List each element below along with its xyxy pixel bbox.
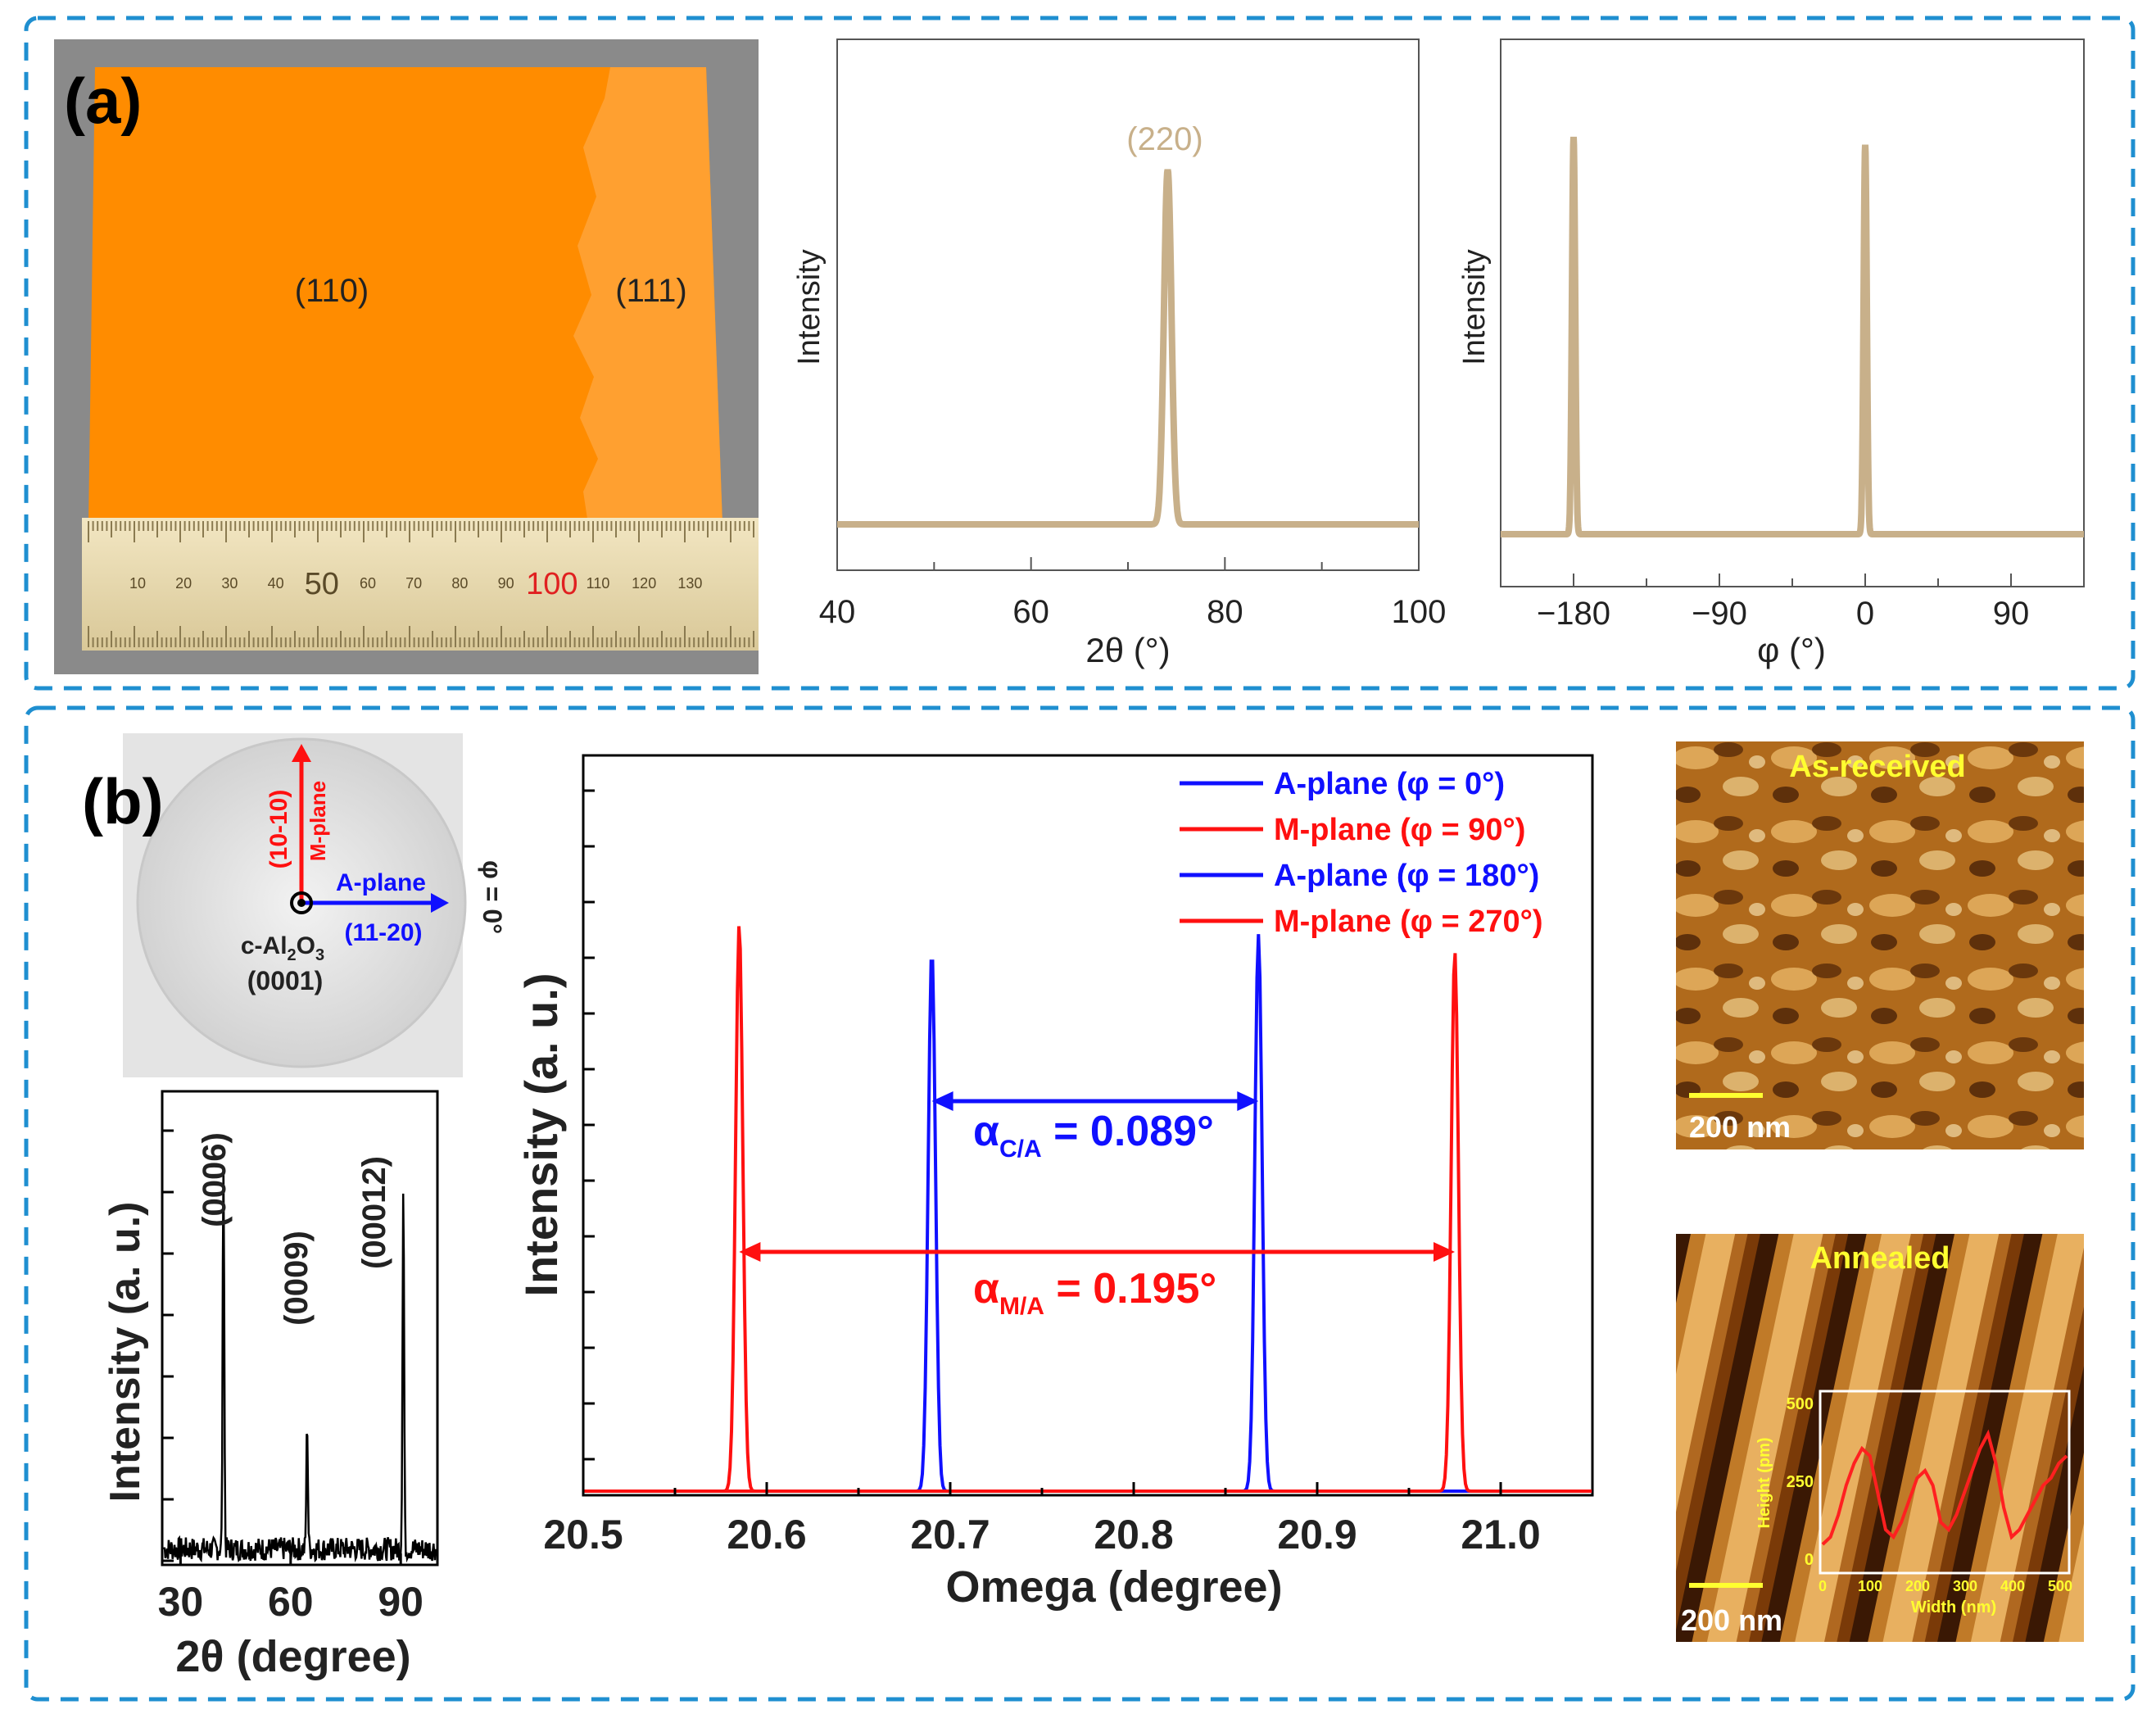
c4-legend-label: A-plane (φ = 180°) — [1274, 859, 1539, 893]
c1-tick-label: 100 — [1392, 594, 1447, 630]
c1-peak-label: (220) — [1126, 121, 1203, 157]
c3-tick-label: 30 — [158, 1579, 204, 1625]
panel-a-label: (a) — [64, 65, 142, 137]
c3-peak-label: (0009) — [279, 1231, 315, 1326]
afm-inset-xtick: 500 — [2048, 1578, 2072, 1594]
c2-ylabel: Intensity — [1457, 249, 1492, 365]
afm-height-profile — [1821, 1429, 2068, 1546]
afm-inset-xtick: 200 — [1905, 1578, 1930, 1594]
afm-inset-xtick: 400 — [2000, 1578, 2025, 1594]
c2-tick-label: −90 — [1692, 596, 1747, 632]
ruler-label: 60 — [360, 575, 376, 592]
afm-annealed: Annealed 500 250 00 100 200 300 400 500 Height … — [1676, 1234, 2084, 1642]
ruler-label: 90 — [498, 575, 514, 592]
panel-b-frame — [24, 705, 2136, 1702]
c4-span-arrow — [739, 1242, 761, 1262]
xrd-2theta-chart: 40 60 80 100 (220) Intensity 2θ (°) — [792, 39, 1446, 669]
c1-tick-label: 40 — [819, 594, 856, 630]
afm-bot-scale: 200 nm — [1681, 1603, 1782, 1637]
c4-span-arrow — [1237, 1091, 1259, 1111]
m-plane-name: M-plane — [306, 781, 330, 861]
c3-series-line — [163, 1167, 437, 1563]
region-111-label: (111) — [615, 273, 686, 309]
substrate-orientation: (0001) — [247, 966, 324, 995]
substrate-name: c-Al2O3 — [241, 932, 324, 964]
ruler-label: 10 — [129, 575, 146, 592]
c4-span-arrow — [931, 1091, 953, 1111]
c4-tick-label: 20.9 — [1277, 1512, 1357, 1558]
c4-legend-label: M-plane (φ = 90°) — [1274, 813, 1525, 847]
panel-a-frame — [24, 16, 2136, 691]
m-plane-miller: (10-10) — [265, 790, 292, 869]
c4-alpha-ma-label: αM/A = 0.195° — [973, 1265, 1216, 1320]
c4-legend-label: M-plane (φ = 270°) — [1274, 905, 1543, 939]
sapphire-xrd-chart: 30 60 90 (0006) (0009) (00012) Intensity (a. … — [102, 1090, 439, 1681]
afm-bot-title: Annealed — [1810, 1241, 1950, 1276]
afm-as-received: As-received 200 nm — [1676, 741, 2084, 1149]
c2-tick-label: 0 — [1856, 596, 1874, 632]
ruler-label: 20 — [175, 575, 192, 592]
afm-inset-ytick: 500 — [1787, 1395, 1814, 1413]
region-110-label: (110) — [295, 273, 369, 309]
ruler-label: 110 — [587, 575, 610, 592]
c4-ylabel: Intensity (a. u.) — [515, 973, 567, 1296]
c3-tick-label: 90 — [378, 1579, 424, 1625]
c2-series-line — [1501, 136, 2084, 537]
c2-tick-label: −180 — [1537, 596, 1610, 632]
c1-tick-label: 60 — [1012, 594, 1049, 630]
ruler-label: 120 — [632, 575, 656, 592]
afm-inset-ytick: 0 — [1805, 1551, 1814, 1569]
afm-inset-xtick: 0 — [1819, 1578, 1827, 1594]
omega-scan-chart: 20.5 20.6 20.7 20.8 20.9 21.0 A-plane (φ = 0°… — [515, 754, 1594, 1612]
ruler-label: 70 — [405, 575, 422, 592]
c4-tick-label: 20.8 — [1094, 1512, 1173, 1558]
afm-top-scale: 200 nm — [1689, 1110, 1791, 1144]
c4-legend-label: A-plane (φ = 0°) — [1274, 767, 1505, 801]
c2-xlabel: φ (°) — [1757, 631, 1826, 669]
c4-series-line — [583, 926, 1592, 1493]
c4-span-arrow — [1434, 1242, 1455, 1262]
c4-alpha-ca-label: αC/A = 0.089° — [973, 1108, 1214, 1163]
ruler-label: 30 — [221, 575, 238, 592]
wafer-photo: (10-10) M-plane A-plane (11-20) c-Al2O3 … — [123, 733, 507, 1077]
c4-tick-label: 20.5 — [543, 1512, 623, 1558]
c1-series-line — [837, 169, 1419, 528]
c2-tick-label: 90 — [1993, 596, 2030, 632]
c4-series-line — [583, 953, 1592, 1493]
afm-top-title: As-received — [1789, 750, 1965, 784]
c4-tick-label: 20.6 — [727, 1512, 806, 1558]
ruler-label: 100 — [526, 567, 578, 601]
afm-inset-xtick: 300 — [1953, 1578, 1977, 1594]
c1-xlabel: 2θ (°) — [1085, 631, 1170, 669]
xrd-phi-chart: −180 −90 0 90 Intensity φ (°) — [1457, 39, 2085, 669]
c1-ylabel: Intensity — [792, 249, 827, 365]
c3-ylabel: Intensity (a. u.) — [102, 1202, 149, 1503]
afm-inset-ylabel: Height (pm) — [1755, 1437, 1773, 1528]
phi-zero-label: φ = 0° — [478, 860, 507, 934]
copper-foil-photo: 10 20 30 40 50 60 70 80 90 100 110 120 130 (110) (11… — [54, 39, 759, 674]
c4-xlabel: Omega (degree) — [945, 1562, 1282, 1612]
c3-tick-label: 60 — [268, 1579, 314, 1625]
ruler-label: 80 — [451, 575, 468, 592]
ruler-label: 40 — [268, 575, 284, 592]
c4-tick-label: 21.0 — [1461, 1512, 1540, 1558]
ruler-label: 130 — [677, 575, 702, 592]
c3-peak-label: (00012) — [356, 1156, 392, 1269]
afm-inset-ytick: 250 — [1787, 1473, 1814, 1491]
c1-tick-label: 80 — [1207, 594, 1243, 630]
c4-tick-label: 20.7 — [910, 1512, 990, 1558]
ruler-label: 50 — [305, 567, 339, 601]
a-plane-miller: (11-20) — [344, 919, 422, 946]
c3-xlabel: 2θ (degree) — [175, 1632, 410, 1681]
panel-b-label: (b) — [82, 765, 164, 837]
a-plane-name: A-plane — [336, 869, 426, 896]
c3-peak-label: (0006) — [197, 1132, 233, 1227]
afm-inset-xtick: 100 — [1858, 1578, 1882, 1594]
afm-inset-xlabel: Width (nm) — [1911, 1598, 1996, 1616]
